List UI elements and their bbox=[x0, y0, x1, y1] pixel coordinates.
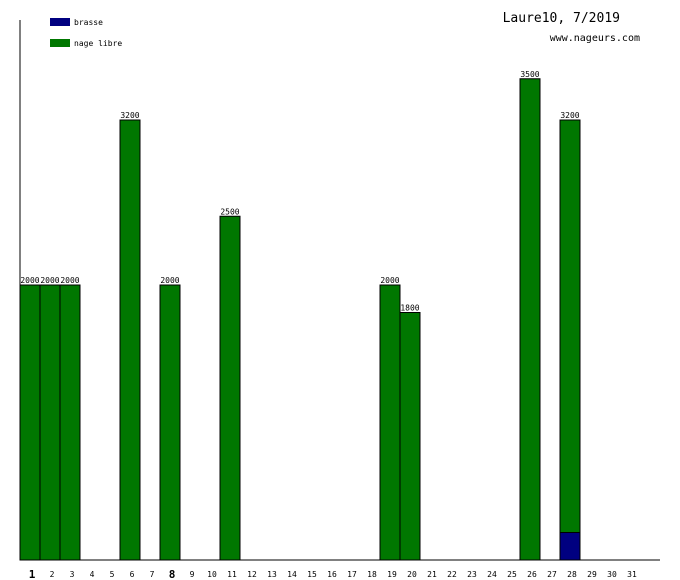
x-tick-label: 29 bbox=[587, 570, 597, 579]
legend: brasse nage libre bbox=[50, 18, 122, 48]
bar-nage-libre-day-19 bbox=[379, 284, 401, 561]
legend-swatch-nage-libre bbox=[50, 39, 70, 47]
x-tick-label: 12 bbox=[247, 570, 257, 579]
bar-nage-libre-day-11 bbox=[219, 215, 241, 561]
bar-value-label: 2000 bbox=[20, 276, 39, 285]
x-tick-label: 28 bbox=[567, 570, 577, 579]
x-tick-label: 5 bbox=[110, 570, 115, 579]
x-tick-label: 14 bbox=[287, 570, 297, 579]
bar-value-label: 2500 bbox=[220, 207, 239, 216]
x-tick-label: 10 bbox=[207, 570, 217, 579]
x-tick-label: 27 bbox=[547, 570, 557, 579]
bar-nage-libre-day-2 bbox=[39, 284, 61, 561]
x-tick-label: 13 bbox=[267, 570, 277, 579]
x-tick-label: 4 bbox=[90, 570, 95, 579]
x-tick-label: 25 bbox=[507, 570, 517, 579]
bar-value-label: 2000 bbox=[160, 276, 179, 285]
x-tick-label: 30 bbox=[607, 570, 617, 579]
bar-nage-libre-day-1 bbox=[19, 284, 41, 561]
x-tick-label: 19 bbox=[387, 570, 397, 579]
x-tick-label: 26 bbox=[527, 570, 537, 579]
x-tick-label: 11 bbox=[227, 570, 237, 579]
x-tick-label: 6 bbox=[130, 570, 135, 579]
x-tick-label: 31 bbox=[627, 570, 637, 579]
bar-nage-libre-day-8 bbox=[159, 284, 181, 561]
bar-nage-libre-day-26 bbox=[519, 78, 541, 561]
x-tick-label: 16 bbox=[327, 570, 337, 579]
legend-label-brasse: brasse bbox=[74, 18, 103, 27]
bar-nage-libre-day-6 bbox=[119, 119, 141, 561]
bar-value-label: 3200 bbox=[120, 111, 139, 120]
bar-value-label: 1800 bbox=[400, 304, 419, 313]
x-tick-label: 15 bbox=[307, 570, 317, 579]
x-tick-label: 3 bbox=[70, 570, 75, 579]
bar-value-label: 2000 bbox=[40, 276, 59, 285]
x-tick-label: 18 bbox=[367, 570, 377, 579]
x-tick-label: 8 bbox=[169, 568, 176, 580]
bar-value-label: 3200 bbox=[560, 111, 579, 120]
bar-value-label: 3500 bbox=[520, 70, 539, 79]
bar-nage-libre-day-28 bbox=[559, 119, 581, 533]
x-tick-label: 20 bbox=[407, 570, 417, 579]
bar-brasse-day-28 bbox=[559, 532, 581, 561]
x-tick-label: 1 bbox=[29, 568, 36, 580]
bars bbox=[19, 78, 581, 561]
x-tick-label: 24 bbox=[487, 570, 497, 579]
x-tick-label: 23 bbox=[467, 570, 477, 579]
legend-swatch-brasse bbox=[50, 18, 70, 26]
x-tick-label: 22 bbox=[447, 570, 457, 579]
chart-subtitle: www.nageurs.com bbox=[550, 33, 640, 44]
bar-nage-libre-day-3 bbox=[59, 284, 81, 561]
legend-label-nage-libre: nage libre bbox=[74, 39, 122, 48]
x-tick-label: 2 bbox=[50, 570, 55, 579]
bar-value-label: 2000 bbox=[380, 276, 399, 285]
x-tick-label: 7 bbox=[150, 570, 155, 579]
x-tick-label: 17 bbox=[347, 570, 357, 579]
x-tick-label: 9 bbox=[190, 570, 195, 579]
chart-title: Laure10, 7/2019 bbox=[503, 11, 620, 26]
x-tick-labels: 1 2 3 4 5 6 7 8 9 10 11 12 13 14 15 16 17 18 19 20 21 22 23 24 2… bbox=[29, 568, 637, 580]
x-tick-label: 21 bbox=[427, 570, 437, 579]
bar-nage-libre-day-20 bbox=[399, 312, 421, 561]
bar-value-label: 2000 bbox=[60, 276, 79, 285]
